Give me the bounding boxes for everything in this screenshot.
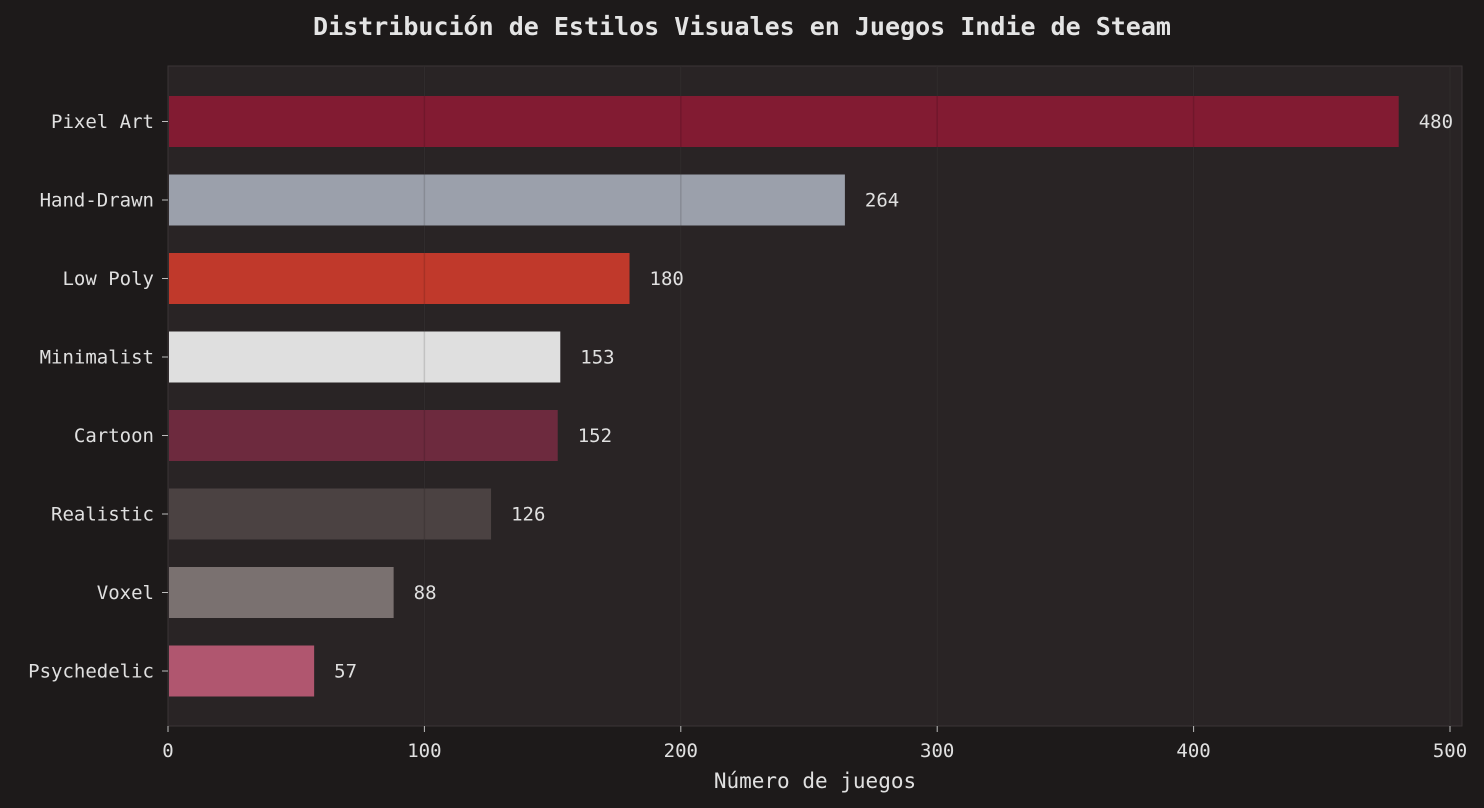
bars — [169, 96, 1399, 697]
bar — [169, 96, 1399, 147]
x-tick-label: 0 — [162, 740, 173, 762]
category-label: Cartoon — [74, 425, 154, 447]
value-label: 180 — [650, 268, 684, 290]
value-label: 57 — [334, 661, 357, 683]
grid-overlay — [423, 66, 1451, 726]
category-label: Low Poly — [62, 268, 154, 290]
category-label: Pixel Art — [51, 111, 154, 133]
value-label: 153 — [580, 347, 614, 369]
bar — [169, 253, 630, 304]
value-label: 264 — [865, 190, 899, 212]
value-label: 88 — [414, 582, 437, 604]
x-axis-ticks: 0 100 200 300 400 500 — [162, 726, 1467, 762]
x-tick-label: 100 — [407, 740, 441, 762]
x-tick-label: 500 — [1433, 740, 1467, 762]
plot-area — [167, 65, 1463, 727]
x-tick-label: 400 — [1176, 740, 1210, 762]
value-label: 126 — [511, 504, 545, 526]
x-tick-label: 200 — [664, 740, 698, 762]
x-tick-label: 300 — [920, 740, 954, 762]
chart-title: Distribución de Estilos Visuales en Jueg… — [313, 12, 1171, 41]
category-labels: Pixel Art Hand-Drawn Low Poly Minimalist Car… — [28, 111, 168, 683]
bar — [169, 331, 561, 383]
bar — [169, 174, 845, 226]
x-axis-title: Número de juegos — [714, 769, 916, 793]
category-label: Realistic — [51, 504, 154, 526]
bar — [169, 567, 394, 618]
bar — [169, 488, 492, 540]
category-label: Psychedelic — [28, 661, 154, 683]
value-label: 152 — [578, 425, 612, 447]
value-labels: 480 264 180 153 152 126 88 57 — [334, 111, 1453, 683]
bar — [169, 645, 315, 697]
value-label: 480 — [1419, 111, 1453, 133]
category-label: Hand-Drawn — [40, 190, 154, 212]
category-label: Minimalist — [40, 347, 154, 369]
category-label: Voxel — [97, 582, 154, 604]
bar — [169, 410, 558, 461]
